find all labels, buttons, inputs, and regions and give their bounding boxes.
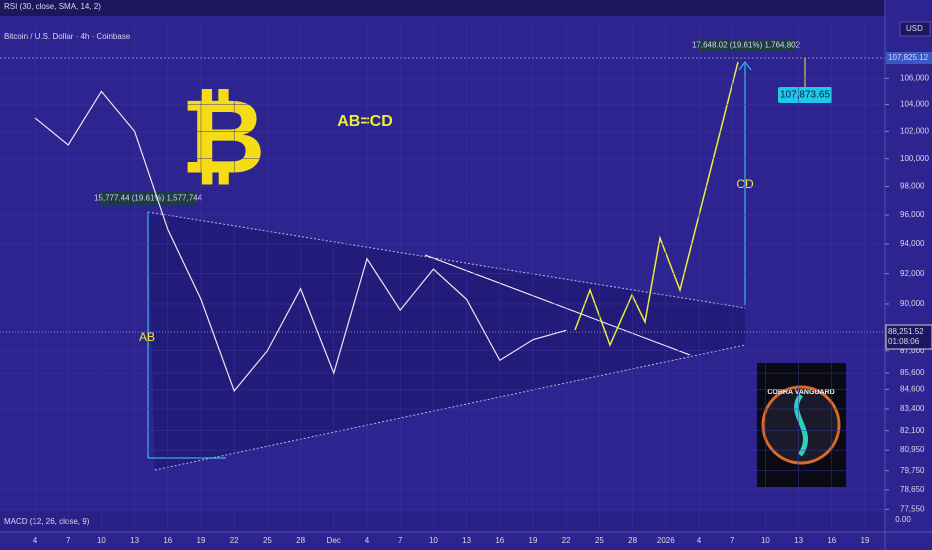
macd-label: MACD (12, 26, close, 9) [4,517,90,526]
triangle-area [148,212,745,470]
trend-line [424,254,691,356]
y-tick-label: 83,400 [900,404,925,413]
y-tick-label: 98,000 [900,182,925,191]
y-tick-label: 87,000 [900,346,925,355]
target-axis-label: 107,825.12 [888,53,929,62]
price-line [34,90,567,393]
y-tick-label: 96,000 [900,210,925,219]
ab-label: AB [139,330,155,344]
y-tick-label: 82,100 [900,426,925,435]
rsi-pane [0,0,885,16]
x-tick-label: 4 [33,536,38,545]
x-tick-label: 13 [462,536,471,545]
x-tick-label: 7 [398,536,403,545]
x-tick-label: 25 [263,536,272,545]
x-tick-label: 28 [296,536,305,545]
x-tick-label: 13 [794,536,803,545]
x-tick-label: 19 [529,536,538,545]
cd-arrow [738,61,752,71]
x-tick-label: 10 [761,536,770,545]
currency-box [899,21,931,37]
y-tick-label: 100,000 [900,154,929,163]
x-tick-label: 25 [595,536,604,545]
last-price: 88,251.52 [888,327,924,336]
target-label: 107,873.65 [780,90,830,101]
macd-pane [0,512,885,532]
x-tick-label: 13 [130,536,139,545]
ab-measure: 15,777.44 (19.61%) 1,577,744 [94,194,203,203]
trend-line [154,344,746,471]
x-tick-label: 7 [66,536,71,545]
x-tick-label: 16 [495,536,504,545]
x-tick-label: 22 [562,536,571,545]
projection-path [574,61,739,348]
macd-zero: 0.00 [895,515,911,524]
y-tick-label: 79,750 [900,466,925,475]
y-tick-label: 92,000 [900,269,925,278]
y-tick-label: 106,000 [900,73,929,82]
x-tick-label: 10 [97,536,106,545]
x-tick-label: Dec [327,536,341,545]
x-tick-label: 16 [827,536,836,545]
cd-measure: 17,648.02 (19.61%) 1,764,802 [692,41,801,50]
cd-label: CD [736,177,754,191]
countdown: 01:08:06 [888,337,920,346]
bitcoin-logo: ₿ [181,79,266,195]
measure-box [100,192,196,205]
y-tick-label: 84,600 [900,384,925,393]
badge-text: COBRA VANGUARD [767,389,834,396]
y-tick-label: 90,000 [900,299,925,308]
x-tick-label: 28 [628,536,637,545]
price-box [885,324,932,350]
trend-line [147,211,746,309]
target-box [778,87,832,103]
x-tick-label: 22 [230,536,239,545]
y-tick-label: 102,000 [900,126,929,135]
y-tick-label: 104,000 [900,100,929,109]
cobra [793,393,808,457]
x-tick-label: 4 [365,536,370,545]
currency: USD [906,24,923,33]
rsi-label: RSI (30, close, SMA, 14, 2) [4,2,101,11]
x-tick-label: 10 [429,536,438,545]
y-tick-label: 77,550 [900,504,925,513]
x-tick-label: 4 [697,536,702,545]
y-tick-label: 78,650 [900,485,925,494]
measure-box [697,39,795,52]
x-tick-label: 16 [163,536,172,545]
x-tick-label: 19 [197,536,206,545]
header-title: Bitcoin / U.S. Dollar · 4h · Coinbase [4,32,131,41]
x-tick-label: 19 [861,536,870,545]
y-tick-label: 80,950 [900,445,925,454]
y-tick-label: 94,000 [900,239,925,248]
x-tick-label: 2026 [657,536,675,545]
target-axis-box [886,52,932,64]
pattern-label: AB=CD [337,113,393,130]
y-tick-label: 85,600 [900,368,925,377]
x-tick-label: 7 [730,536,735,545]
